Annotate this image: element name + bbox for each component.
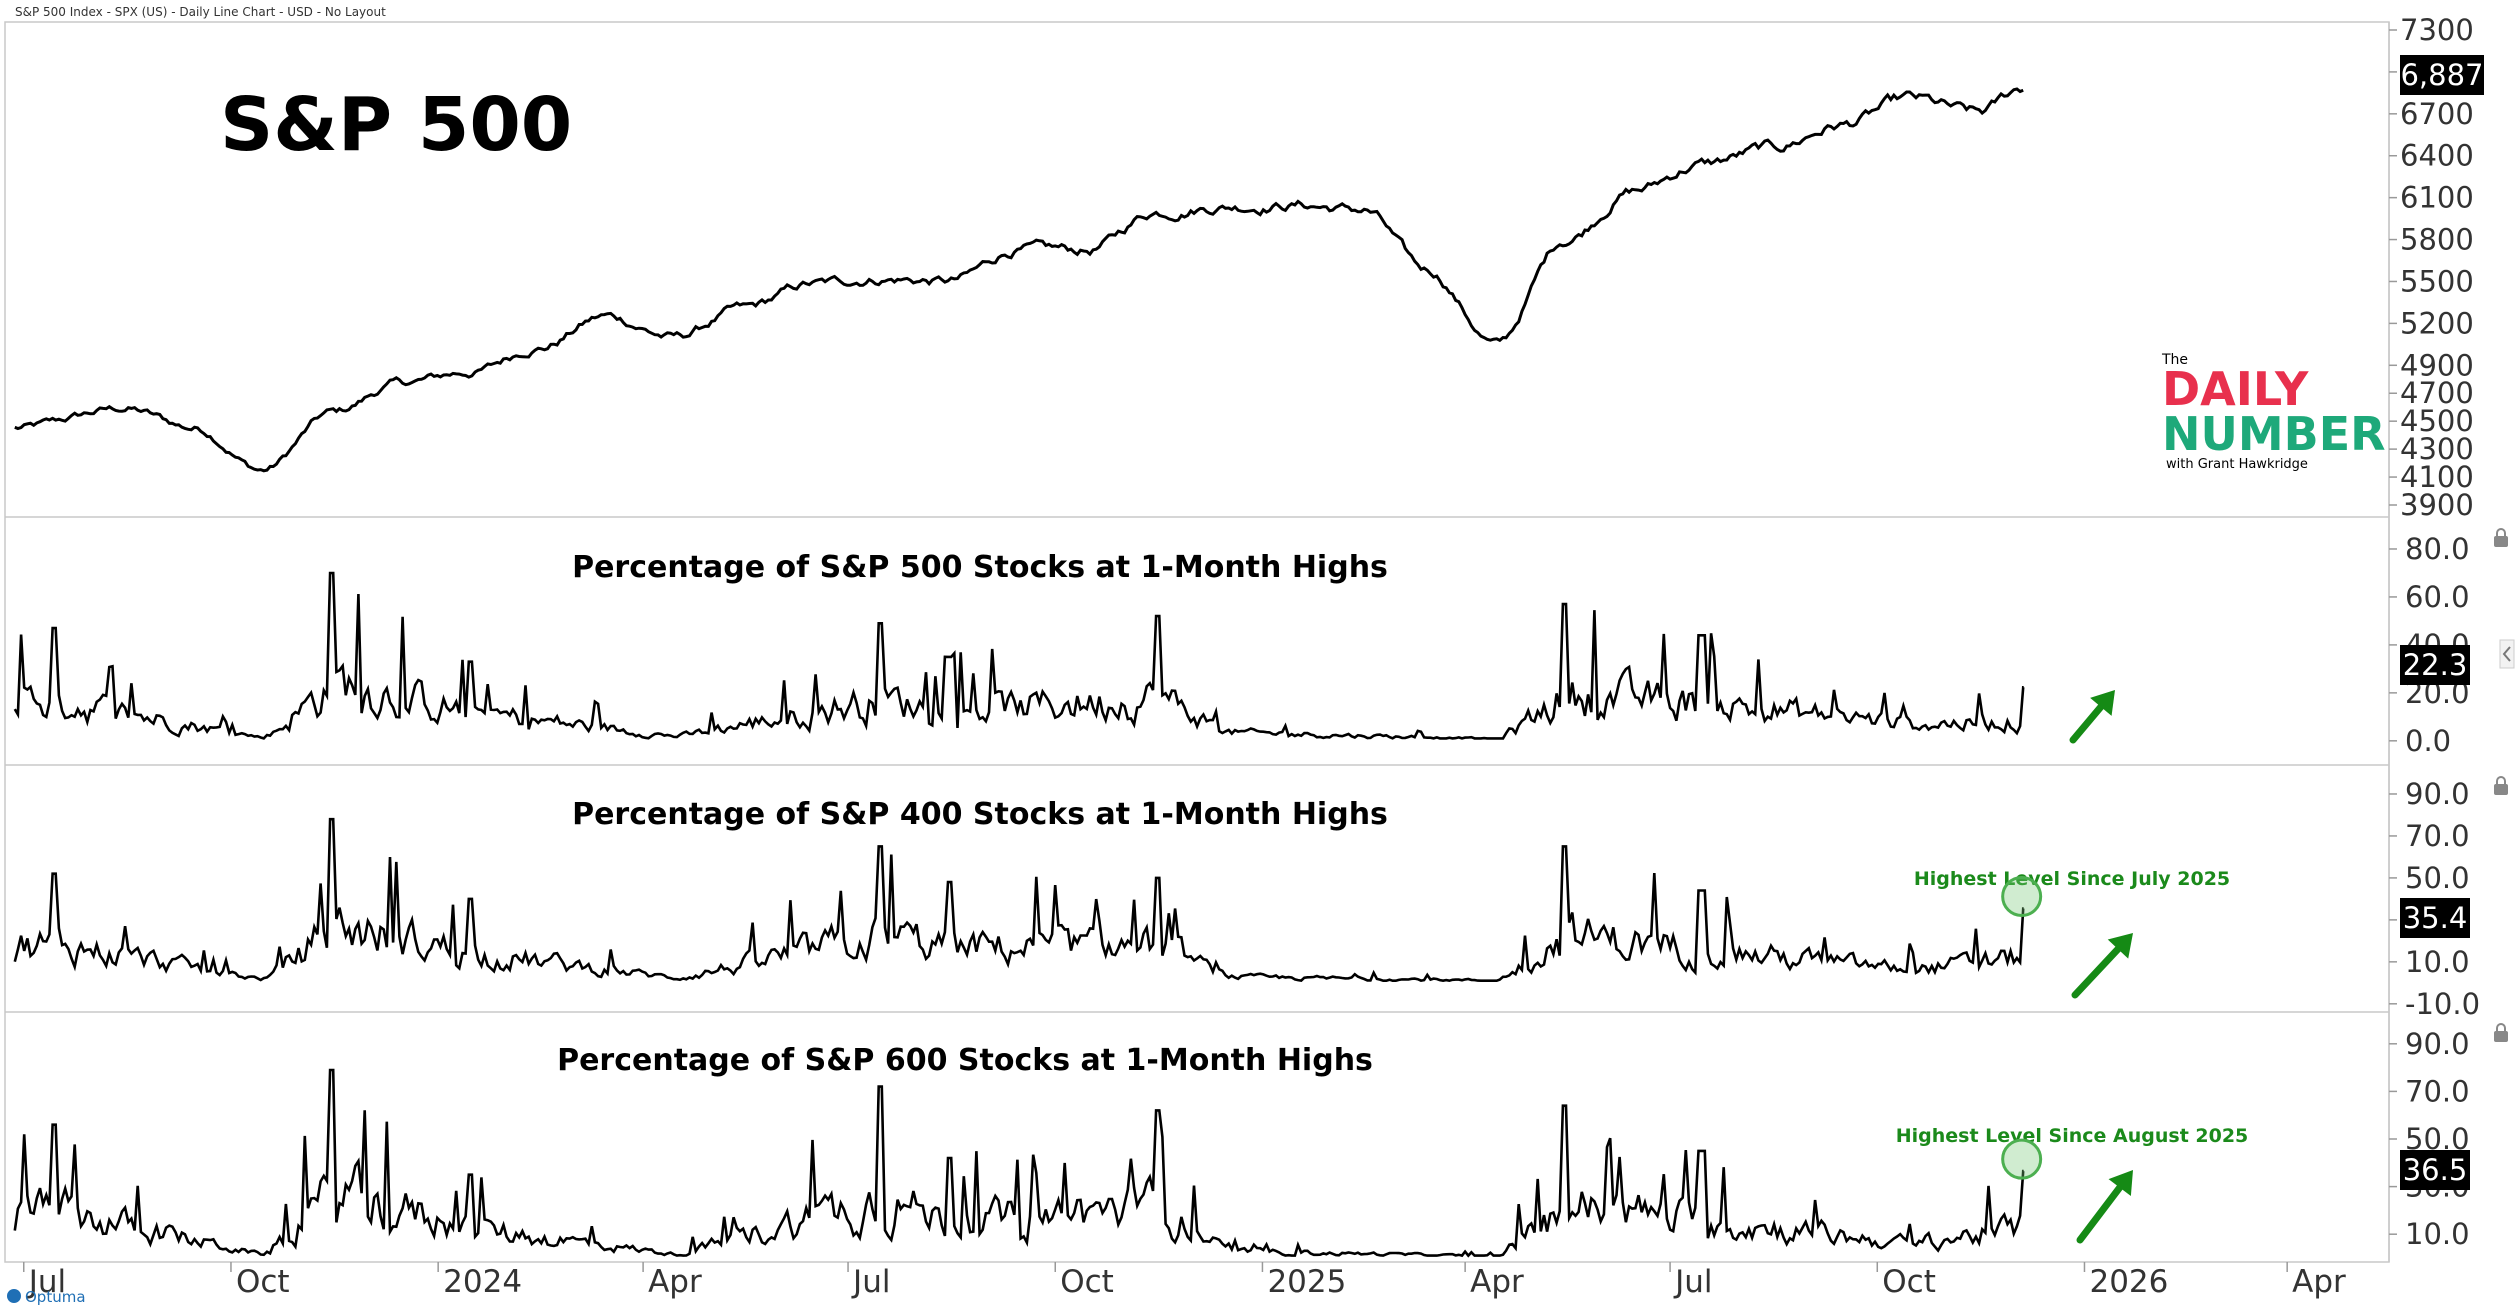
collapse-chevron-icon[interactable] <box>2499 639 2515 669</box>
logo-byline: with Grant Hawkridge <box>2166 457 2308 472</box>
price-tick-label: 6100 <box>2400 181 2474 215</box>
panel-title-sp600: Percentage of S&P 600 Stocks at 1-Month … <box>557 1043 1373 1078</box>
indicator-line <box>13 571 2025 740</box>
date-axis: Jul Oct 2024 Apr Jul Oct 2025 Apr Jul Oct 2026 Apr <box>23 1262 2346 1300</box>
indicator-tick-label: 90.0 <box>2405 777 2470 811</box>
optuma-label: Optuma <box>25 1288 86 1306</box>
panel-sp500-1m-highs: Percentage of S&P 500 Stocks at 1-Month … <box>13 532 2470 758</box>
price-tick-label: 4700 <box>2400 376 2474 410</box>
optuma-brand: Optuma <box>7 1288 86 1306</box>
trend-arrow-head <box>2107 933 2133 959</box>
lock-icon[interactable] <box>2494 776 2508 795</box>
indicator-tick-label: 10.0 <box>2405 945 2470 979</box>
indicator-tick-label: -10.0 <box>2405 987 2480 1021</box>
logo-daily: DAILY <box>2162 362 2309 416</box>
x-tick-label: Oct <box>236 1264 290 1300</box>
logo-number: NUMBER <box>2162 407 2386 461</box>
indicator-tick-label: 10.0 <box>2405 1217 2470 1251</box>
trend-arrow-head <box>2090 690 2115 716</box>
indicator-tick-label: 60.0 <box>2405 580 2470 614</box>
panel-sp400-1m-highs: Percentage of S&P 400 Stocks at 1-Month … <box>13 777 2480 1021</box>
trend-arrow <box>2069 703 2105 744</box>
annotation-sp600: Highest Level Since August 2025 <box>1896 1125 2249 1147</box>
indicator-tick-label: 70.0 <box>2405 819 2470 853</box>
panel-sp600-1m-highs: Percentage of S&P 600 Stocks at 1-Month … <box>13 1027 2470 1258</box>
last-value-box <box>2400 645 2470 685</box>
x-tick-label: Oct <box>1060 1264 1114 1300</box>
panel-title-sp500: Percentage of S&P 500 Stocks at 1-Month … <box>572 550 1388 585</box>
x-tick-label: Apr <box>1470 1264 1524 1300</box>
price-tick-label: 5800 <box>2400 223 2474 257</box>
indicator-tick-label: 90.0 <box>2405 1027 2470 1061</box>
indicator-line <box>13 817 2025 983</box>
lock-icon[interactable] <box>2494 1023 2508 1042</box>
trend-arrow <box>2071 945 2122 999</box>
x-tick-label: Jul <box>27 1264 66 1300</box>
x-tick-label: Oct <box>1882 1264 1936 1300</box>
daily-number-logo: The DAILY NUMBER with Grant Hawkridge <box>2161 352 2386 472</box>
x-tick-label: Apr <box>2292 1264 2346 1300</box>
last-value-box <box>2400 1150 2470 1190</box>
price-tick-label: 6400 <box>2400 139 2474 173</box>
price-tick-label: 5500 <box>2400 264 2474 298</box>
x-tick-label: Apr <box>648 1264 702 1300</box>
annotation-sp400: Highest Level Since July 2025 <box>1914 868 2230 890</box>
logo-the: The <box>2161 352 2188 368</box>
indicator-last-value: 35.4 <box>2403 901 2468 935</box>
price-last-value-box: 6,887 <box>2400 55 2484 95</box>
highlight-circle <box>2001 876 2043 918</box>
indicator-last-value: 36.5 <box>2403 1153 2468 1187</box>
price-tick-label: 4300 <box>2400 432 2474 466</box>
optuma-icon <box>7 1289 21 1303</box>
main-chart-title: S&P 500 <box>220 82 572 168</box>
indicator-line <box>13 1068 2025 1258</box>
indicator-tick-label: 70.0 <box>2405 1074 2470 1108</box>
price-tick-label: 4900 <box>2400 348 2474 382</box>
chart-header: S&P 500 Index - SPX (US) - Daily Line Ch… <box>15 5 386 19</box>
indicator-tick-label: 80.0 <box>2405 532 2470 566</box>
price-tick-label: 5200 <box>2400 306 2474 340</box>
indicator-tick-label: 0.0 <box>2405 724 2451 758</box>
price-tick-label: 6700 <box>2400 97 2474 131</box>
highlight-circle <box>2001 1138 2043 1180</box>
price-last-value: 6,887 <box>2400 58 2483 92</box>
indicator-last-value: 22.3 <box>2403 648 2468 682</box>
price-tick-label: 4100 <box>2400 460 2474 494</box>
last-value-box <box>2400 898 2470 938</box>
panel-frames <box>4 21 2390 1263</box>
x-tick-label: Jul <box>851 1264 890 1300</box>
x-tick-label: 2024 <box>443 1264 522 1300</box>
indicator-tick-label: 50.0 <box>2405 861 2470 895</box>
x-tick-label: Jul <box>1673 1264 1712 1300</box>
x-tick-label: 2026 <box>2089 1264 2168 1300</box>
trend-arrow <box>2076 1184 2124 1244</box>
price-tick-label: 7300 <box>2400 13 2474 47</box>
price-line <box>14 87 2024 473</box>
price-tick-label: 4500 <box>2400 404 2474 438</box>
lock-icon[interactable] <box>2494 528 2508 547</box>
price-tick-label: 3900 <box>2400 488 2474 522</box>
trend-arrow-head <box>2108 1170 2133 1196</box>
panel-title-sp400: Percentage of S&P 400 Stocks at 1-Month … <box>572 797 1388 832</box>
x-tick-label: 2025 <box>1267 1264 1346 1300</box>
